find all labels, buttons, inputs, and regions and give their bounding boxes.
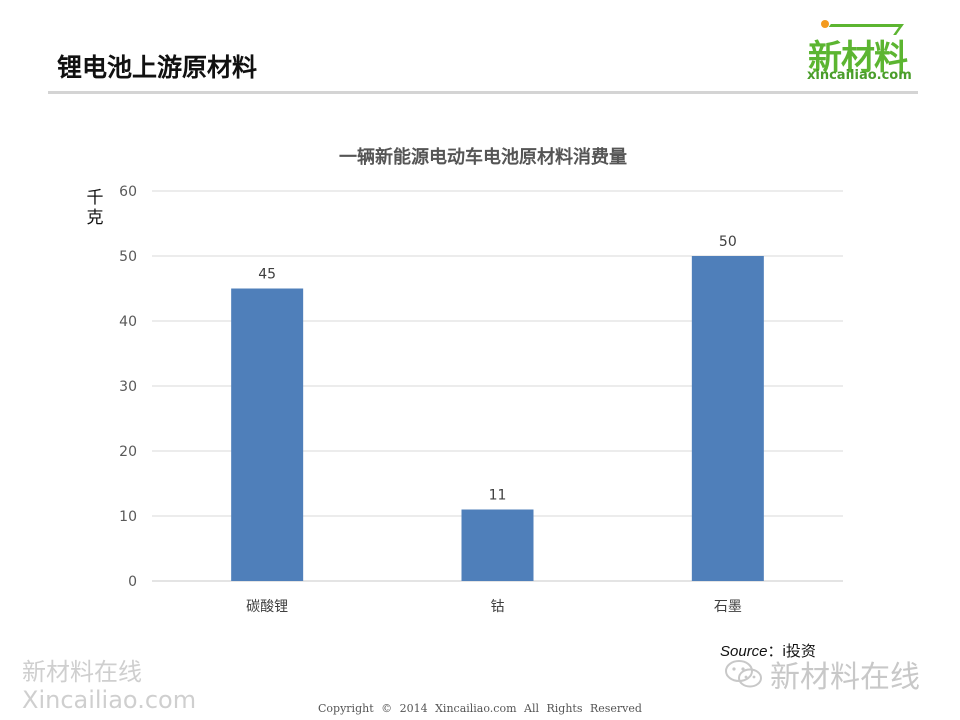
y-tick-label: 60 (119, 184, 137, 200)
chart-title: 一辆新能源电动车电池原材料消费量 (339, 146, 627, 168)
bar (461, 509, 534, 581)
data-label: 50 (719, 234, 737, 250)
x-axis-ticks: 碳酸锂 钴 石墨 (246, 599, 742, 615)
source-separator: ： (767, 643, 783, 660)
data-label: 45 (258, 267, 276, 283)
y-tick-label: 20 (119, 444, 137, 460)
logo-name: 新材料 (808, 38, 908, 78)
data-label: 11 (489, 488, 507, 504)
watermark-left-name: 新材料在线 (22, 658, 142, 686)
source-value: i投资 (782, 643, 816, 660)
watermark-left: 新材料在线 Xincailiao.com (22, 658, 196, 714)
bar (691, 256, 764, 581)
y-tick-label: 30 (119, 379, 137, 395)
watermark-left-url: Xincailiao.com (22, 686, 197, 714)
y-axis-label-char: 千 (87, 188, 104, 208)
y-tick-label: 40 (119, 314, 137, 330)
slide-title: 锂电池上游原材料 (57, 53, 258, 82)
y-tick-label: 10 (119, 509, 137, 525)
y-tick-label: 0 (128, 574, 137, 590)
copyright: Copyright © 2014 Xincailiao.com All Righ… (318, 702, 642, 715)
x-tick-label: 钴 (491, 599, 505, 615)
source-label: Source (720, 643, 768, 660)
bar (231, 288, 304, 581)
title-divider (48, 91, 918, 94)
x-tick-label: 石墨 (714, 599, 742, 615)
logo-dot (821, 20, 829, 28)
watermark-right: 新材料在线 (724, 652, 920, 696)
logo-url: xincailiao.com (807, 68, 912, 83)
data-labels: 45 11 50 (258, 234, 736, 504)
wechat-icon (725, 660, 762, 688)
y-axis-ticks: 0 10 20 30 40 50 60 (119, 184, 137, 590)
chart-bars (231, 256, 764, 581)
y-axis-label: 千克 (87, 188, 104, 228)
source-note: Source：i投资 (720, 640, 816, 661)
x-tick-label: 碳酸锂 (246, 599, 288, 615)
logo: 新材料 xincailiao.com (805, 18, 920, 86)
y-tick-label: 50 (119, 249, 137, 265)
y-axis-label-char: 克 (87, 208, 104, 228)
watermark-right-text: 新材料在线 (770, 660, 920, 695)
